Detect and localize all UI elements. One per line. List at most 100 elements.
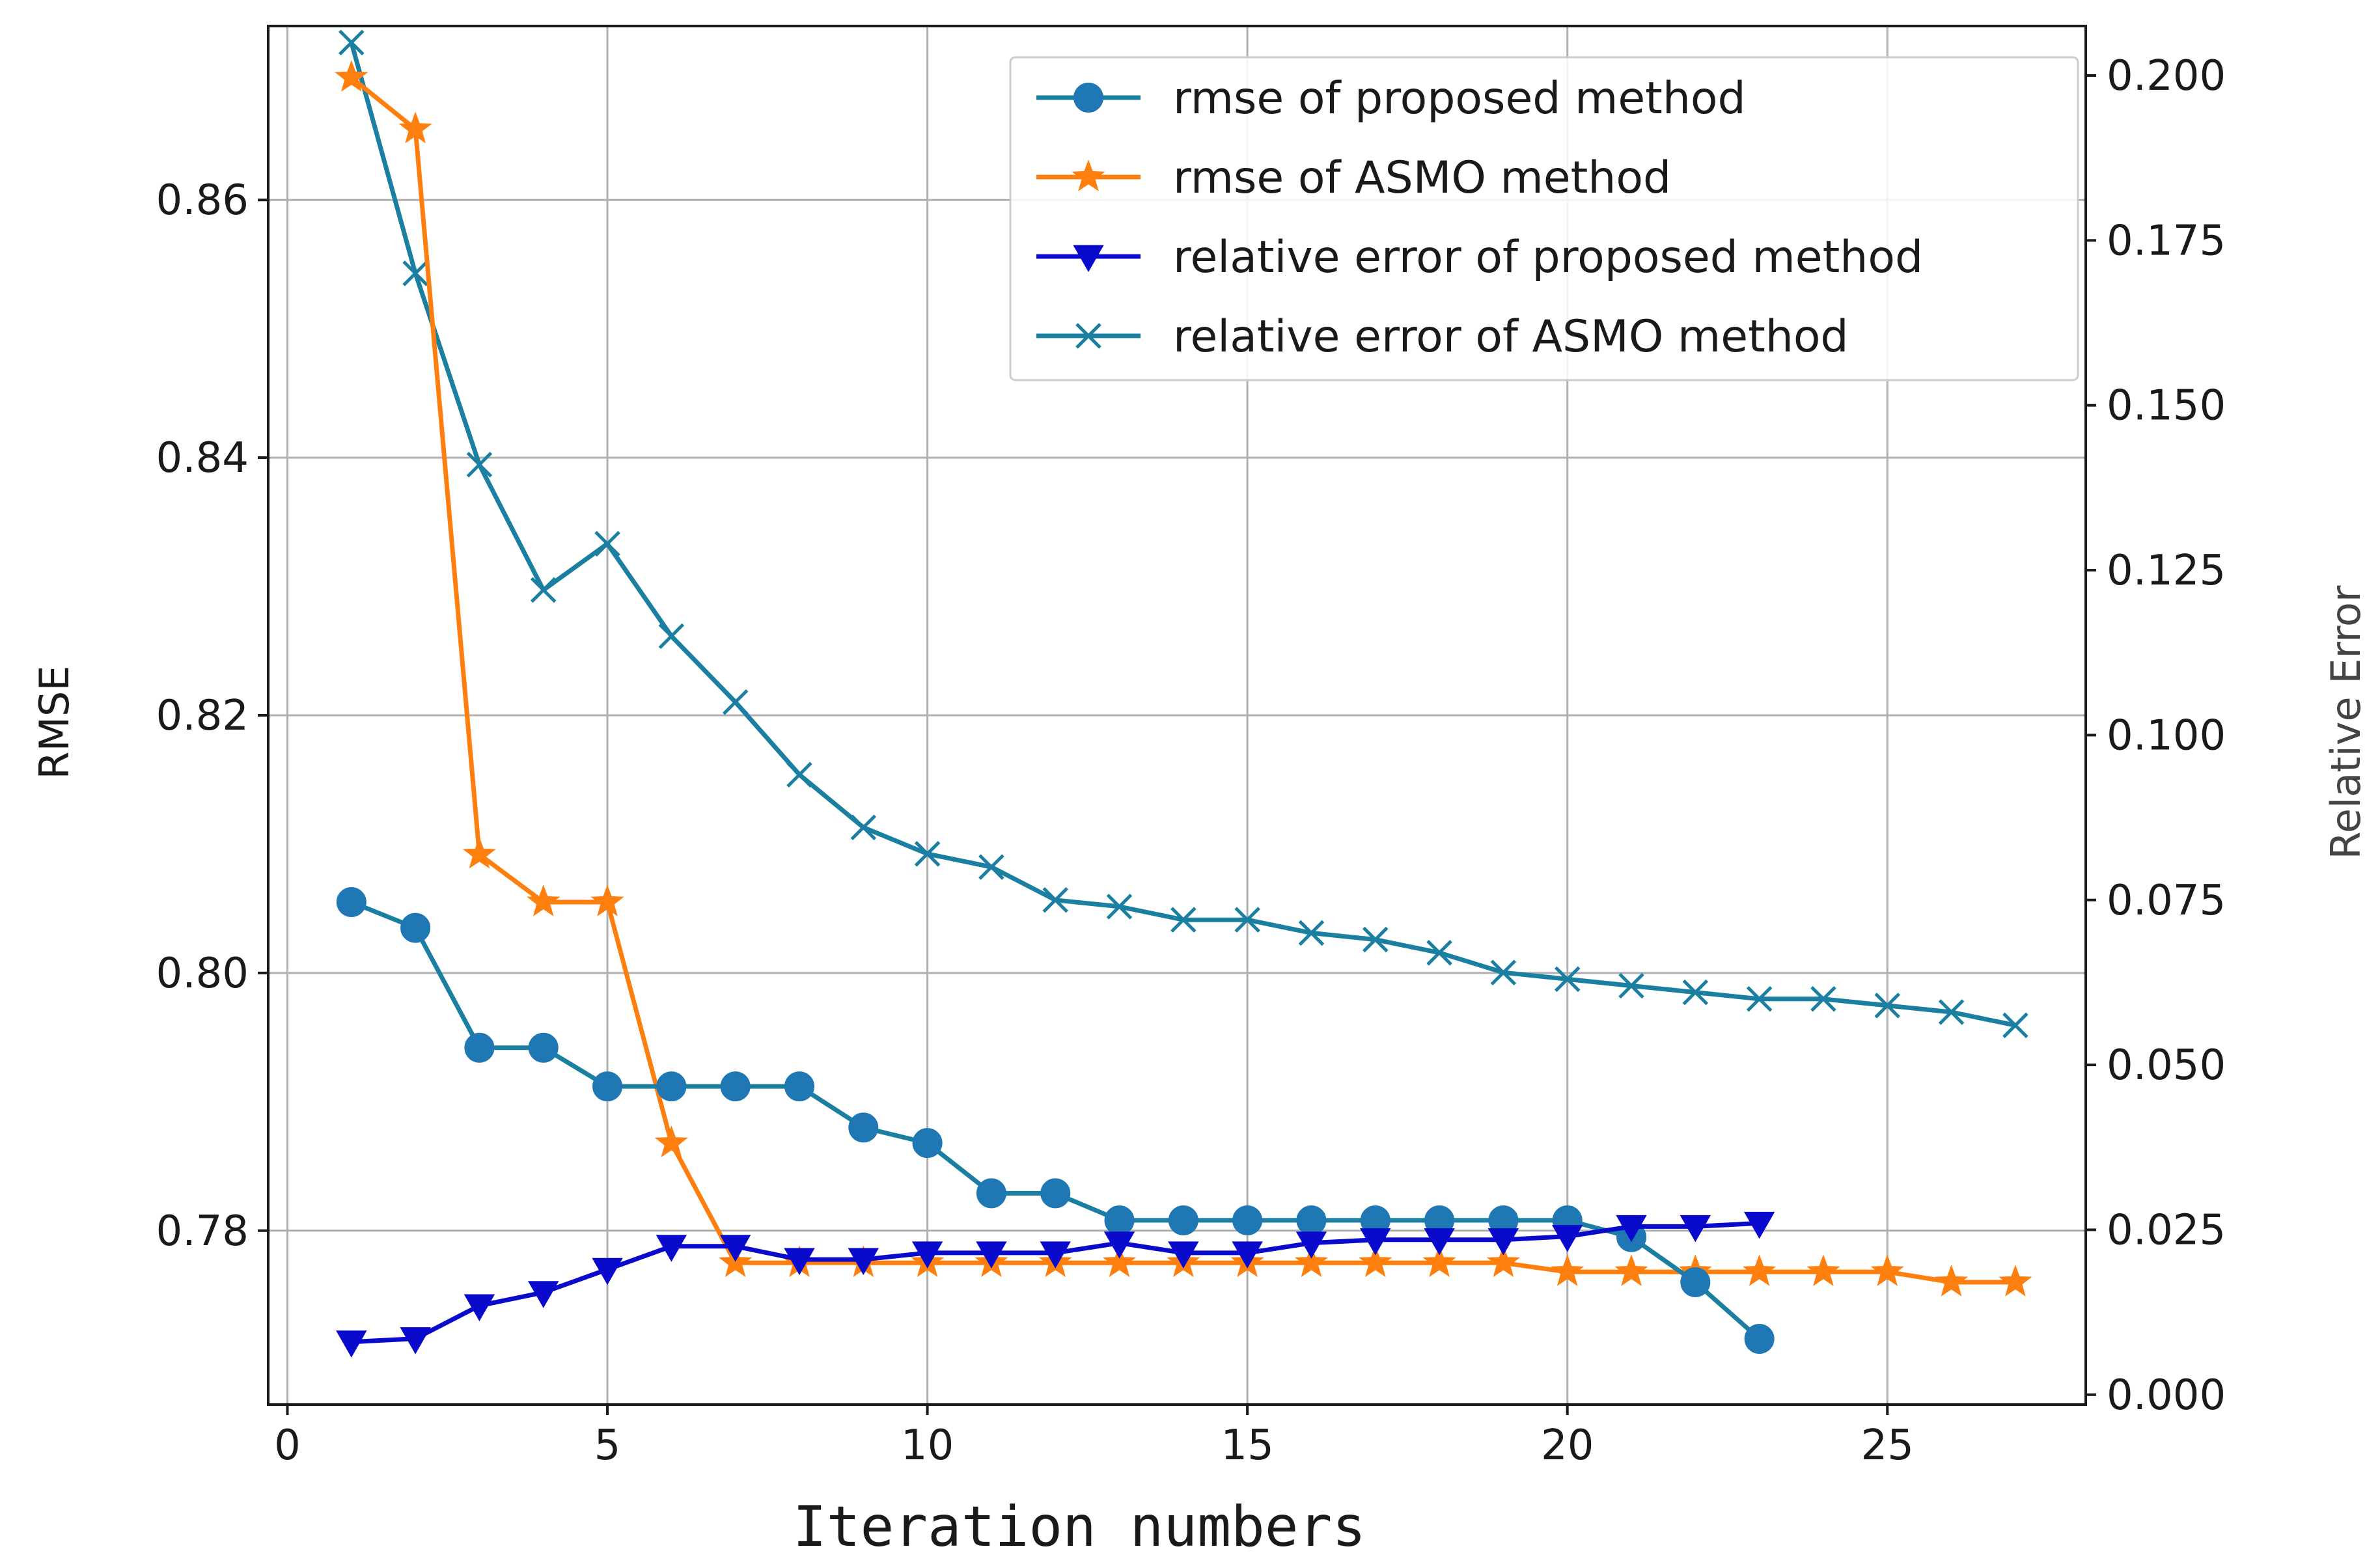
data-point: [656, 1071, 687, 1102]
data-point: [1682, 979, 1709, 1006]
data-point: [1102, 1245, 1137, 1278]
data-point: [335, 60, 368, 92]
y2-tick-label: 0.100: [2107, 711, 2226, 760]
legend: rmse of proposed method rmse of ASMO meth…: [1009, 56, 2079, 381]
data-point: [911, 1241, 943, 1269]
data-point: [656, 1235, 687, 1262]
data-point: [1490, 959, 1517, 985]
data-point: [1360, 1228, 1391, 1256]
data-point: [784, 1248, 815, 1276]
data-point: [1359, 1245, 1392, 1278]
data-point: [1232, 1241, 1263, 1269]
data-point: [1874, 993, 1901, 1019]
data-point: [914, 841, 941, 867]
y2-tick-label: 0.150: [2107, 382, 2226, 430]
data-point: [402, 260, 428, 286]
data-point: [462, 836, 496, 869]
data-point: [1232, 1205, 1263, 1235]
data-point: [1298, 920, 1325, 946]
data-point: [1040, 1178, 1071, 1209]
y2-tick-label: 0.175: [2107, 217, 2226, 265]
data-point: [658, 623, 685, 650]
data-point: [1168, 1205, 1198, 1235]
data-point: [1234, 907, 1260, 933]
legend-item: rmse of proposed method: [1036, 73, 1746, 124]
data-point: [1743, 1254, 1777, 1286]
data-point: [530, 577, 557, 603]
legend-marker: [1075, 323, 1101, 349]
data-point: [592, 1071, 623, 1102]
y2-tick-label: 0.050: [2107, 1041, 2226, 1090]
data-point: [592, 1257, 623, 1285]
x-tick-label: 10: [901, 1422, 954, 1470]
data-point: [654, 1125, 688, 1157]
data-point: [1680, 1215, 1711, 1243]
series-3: [339, 29, 2028, 1039]
data-point: [722, 689, 749, 715]
data-point: [1294, 1245, 1329, 1278]
legend-marker: [1073, 83, 1103, 113]
data-point: [848, 1112, 879, 1143]
data-point: [1551, 1254, 1584, 1286]
data-point: [1103, 1231, 1135, 1259]
data-point: [786, 762, 812, 788]
data-point: [784, 1071, 814, 1102]
data-point: [528, 1032, 559, 1063]
data-point: [978, 854, 1004, 880]
legend-label: relative error of proposed method: [1173, 232, 1923, 283]
data-point: [1810, 985, 1836, 1012]
legend-label: relative error of ASMO method: [1173, 311, 1849, 363]
y-tick-label: 0.86: [156, 176, 249, 225]
data-point: [1488, 1228, 1519, 1256]
legend-item: relative error of ASMO method: [1036, 311, 1849, 363]
data-point: [912, 1128, 943, 1159]
data-point: [1614, 1254, 1648, 1286]
x-tick-label: 20: [1541, 1422, 1594, 1470]
data-point: [976, 1241, 1007, 1269]
y-axis-title: RMSE: [31, 665, 78, 779]
data-point: [464, 1032, 495, 1063]
data-point: [1424, 1228, 1455, 1256]
data-point: [1999, 1265, 2032, 1297]
data-point: [336, 1330, 367, 1358]
data-point: [1362, 926, 1389, 953]
y-tick-label: 0.78: [156, 1207, 249, 1256]
series-layer: [335, 29, 2032, 1358]
data-point: [1870, 1254, 1904, 1286]
data-point: [720, 1071, 751, 1102]
data-point: [1295, 1231, 1327, 1259]
data-point: [1170, 907, 1197, 933]
legend-item: rmse of ASMO method: [1036, 152, 1671, 204]
data-point: [1551, 1225, 1583, 1252]
data-point: [1616, 1215, 1647, 1243]
x-tick-label: 5: [594, 1422, 621, 1470]
data-point: [1806, 1254, 1840, 1286]
y2-tick-label: 0.125: [2107, 547, 2226, 595]
data-point: [594, 530, 620, 557]
series-0: [336, 887, 1775, 1354]
data-point: [1422, 1245, 1456, 1278]
data-point: [1746, 985, 1773, 1012]
y2-axis-title: Relative Error: [2322, 585, 2370, 859]
data-point: [1744, 1324, 1775, 1354]
data-point: [1938, 999, 1965, 1025]
data-point: [2002, 1012, 2028, 1039]
data-point: [1040, 1241, 1071, 1269]
data-point: [1554, 966, 1581, 993]
x-tick-label: 15: [1221, 1422, 1273, 1470]
data-point: [590, 885, 624, 916]
data-point: [339, 29, 365, 56]
data-point: [400, 1327, 431, 1354]
data-point: [1168, 1241, 1199, 1269]
data-point: [1106, 894, 1133, 920]
data-point: [1618, 972, 1644, 999]
legend-marker: [1073, 245, 1104, 273]
y-tick-label: 0.82: [156, 692, 249, 740]
y-tick-label: 0.84: [156, 434, 249, 482]
data-point: [336, 887, 367, 918]
data-point: [719, 1235, 751, 1262]
data-point: [527, 885, 560, 916]
data-point: [400, 913, 431, 943]
y2-tick-label: 0.200: [2107, 52, 2226, 100]
